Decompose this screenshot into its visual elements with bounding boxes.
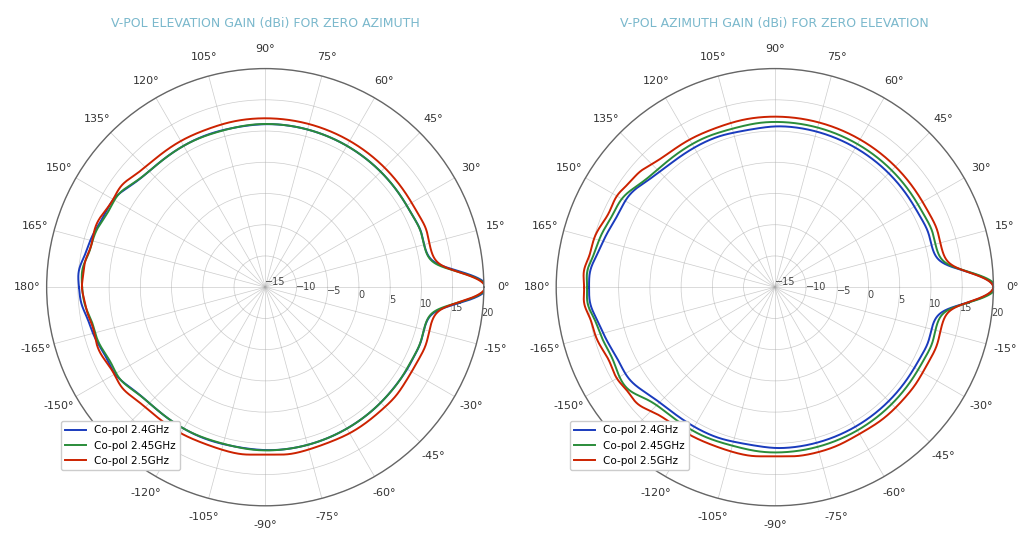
- Co-pol 2.5GHz: [221, 448, 233, 455]
- Co-pol 2.4GHz: [733, 440, 746, 446]
- Co-pol 2.5GHz: [75, 284, 88, 290]
- Co-pol 2.5GHz: [113, 185, 125, 192]
- Co-pol 2.4GHz: [896, 185, 908, 191]
- Co-pol 2.45GHz: [76, 284, 89, 290]
- Co-pol 2.45GHz: [116, 188, 128, 194]
- Co-pol 2.5GHz: [380, 166, 393, 173]
- Co-pol 2.4GHz: [376, 170, 388, 177]
- Co-pol 2.45GHz: [581, 284, 593, 290]
- Co-pol 2.4GHz: [583, 284, 595, 290]
- Co-pol 2.5GHz: [577, 284, 590, 290]
- Co-pol 2.45GHz: [376, 170, 388, 177]
- Co-pol 2.5GHz: [987, 284, 999, 291]
- Legend: Co-pol 2.4GHz, Co-pol 2.45GHz, Co-pol 2.5GHz: Co-pol 2.4GHz, Co-pol 2.45GHz, Co-pol 2.…: [570, 421, 689, 470]
- Line: Co-pol 2.5GHz: Co-pol 2.5GHz: [82, 118, 484, 455]
- Co-pol 2.5GHz: [620, 183, 632, 190]
- Co-pol 2.45GHz: [581, 284, 593, 290]
- Co-pol 2.4GHz: [72, 284, 85, 290]
- Co-pol 2.5GHz: [730, 450, 743, 456]
- Co-pol 2.45GHz: [581, 284, 593, 290]
- Co-pol 2.4GHz: [480, 284, 493, 290]
- Co-pol 2.5GHz: [259, 451, 272, 458]
- Co-pol 2.5GHz: [75, 284, 88, 290]
- Line: Co-pol 2.5GHz: Co-pol 2.5GHz: [584, 117, 993, 456]
- Co-pol 2.45GHz: [289, 445, 302, 451]
- Co-pol 2.5GHz: [801, 451, 813, 458]
- Co-pol 2.4GHz: [72, 284, 85, 290]
- Co-pol 2.4GHz: [223, 442, 236, 449]
- Line: Co-pol 2.4GHz: Co-pol 2.4GHz: [79, 124, 487, 450]
- Co-pol 2.45GHz: [625, 187, 637, 194]
- Co-pol 2.4GHz: [583, 284, 595, 290]
- Co-pol 2.45GHz: [732, 444, 745, 451]
- Line: Co-pol 2.4GHz: Co-pol 2.4GHz: [589, 127, 994, 448]
- Co-pol 2.45GHz: [726, 442, 739, 449]
- Co-pol 2.5GHz: [478, 284, 491, 290]
- Co-pol 2.5GHz: [75, 284, 88, 290]
- Co-pol 2.45GHz: [217, 441, 229, 447]
- Co-pol 2.4GHz: [117, 188, 129, 194]
- Line: Co-pol 2.45GHz: Co-pol 2.45GHz: [82, 124, 486, 451]
- Co-pol 2.45GHz: [479, 284, 492, 290]
- Title: V-POL ELEVATION GAIN (dBi) FOR ZERO AZIMUTH: V-POL ELEVATION GAIN (dBi) FOR ZERO AZIM…: [111, 17, 419, 31]
- Co-pol 2.4GHz: [741, 441, 753, 448]
- Co-pol 2.45GHz: [388, 184, 401, 190]
- Co-pol 2.45GHz: [76, 284, 89, 290]
- Co-pol 2.45GHz: [76, 284, 89, 290]
- Co-pol 2.4GHz: [289, 445, 302, 451]
- Co-pol 2.4GHz: [884, 171, 897, 178]
- Co-pol 2.4GHz: [388, 184, 401, 190]
- Co-pol 2.4GHz: [799, 442, 811, 449]
- Co-pol 2.5GHz: [290, 450, 303, 456]
- Legend: Co-pol 2.4GHz, Co-pol 2.45GHz, Co-pol 2.5GHz: Co-pol 2.4GHz, Co-pol 2.45GHz, Co-pol 2.…: [61, 421, 180, 470]
- Title: V-POL AZIMUTH GAIN (dBi) FOR ZERO ELEVATION: V-POL AZIMUTH GAIN (dBi) FOR ZERO ELEVAT…: [621, 17, 930, 31]
- Co-pol 2.4GHz: [231, 443, 244, 450]
- Co-pol 2.45GHz: [990, 284, 1002, 291]
- Co-pol 2.45GHz: [899, 183, 911, 189]
- Co-pol 2.5GHz: [577, 284, 590, 290]
- Co-pol 2.45GHz: [223, 442, 236, 448]
- Co-pol 2.5GHz: [393, 180, 405, 187]
- Co-pol 2.4GHz: [627, 188, 639, 195]
- Co-pol 2.5GHz: [577, 284, 590, 290]
- Line: Co-pol 2.45GHz: Co-pol 2.45GHz: [587, 122, 996, 452]
- Co-pol 2.5GHz: [903, 179, 915, 186]
- Co-pol 2.4GHz: [72, 284, 85, 290]
- Co-pol 2.5GHz: [769, 453, 781, 460]
- Co-pol 2.4GHz: [988, 284, 1000, 291]
- Co-pol 2.5GHz: [890, 165, 903, 171]
- Co-pol 2.45GHz: [887, 169, 900, 175]
- Co-pol 2.45GHz: [800, 446, 812, 453]
- Co-pol 2.4GHz: [583, 284, 595, 290]
